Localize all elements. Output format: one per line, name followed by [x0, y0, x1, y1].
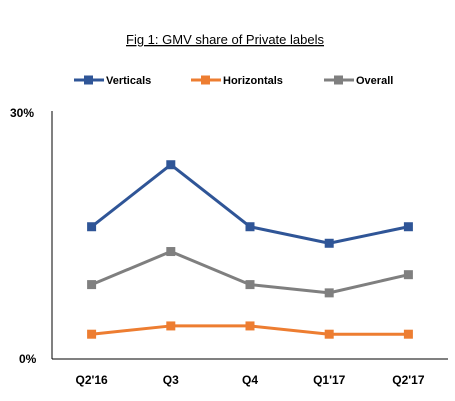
data-point-overall-q1-17 — [324, 288, 334, 298]
legend-item-verticals: Verticals — [74, 75, 151, 87]
series-verticals — [87, 160, 413, 248]
x-tick-label-q3: Q3 — [163, 373, 179, 387]
series-line-verticals — [90, 163, 409, 245]
data-point-horizontals-q2-17 — [403, 329, 413, 339]
data-point-overall-q3 — [166, 247, 176, 257]
data-point-horizontals-q4 — [245, 321, 255, 331]
legend-item-horizontals: Horizontals — [191, 75, 283, 87]
x-tick-label-q4: Q4 — [242, 373, 258, 387]
legend-label-overall: Overall — [356, 75, 393, 87]
legend-label-verticals: Verticals — [106, 75, 151, 87]
data-point-verticals-q4 — [245, 222, 255, 232]
x-tick-label-q1-17: Q1'17 — [313, 373, 346, 387]
data-point-verticals-q3 — [166, 160, 176, 170]
data-point-verticals-q1-17 — [324, 238, 334, 248]
data-point-overall-q2-17 — [403, 270, 413, 280]
x-tick-label-q2-16: Q2'16 — [75, 373, 108, 387]
data-point-horizontals-q3 — [166, 321, 176, 331]
data-point-horizontals-q2-16 — [87, 329, 97, 339]
series-overall — [87, 247, 413, 298]
data-point-overall-q2-16 — [87, 280, 97, 290]
legend: Verticals Horizontals Overall — [74, 75, 393, 87]
data-point-verticals-q2-16 — [87, 222, 97, 232]
legend-item-overall: Overall — [324, 75, 393, 87]
chart-title: Fig 1: GMV share of Private labels — [126, 32, 324, 47]
series-horizontals — [87, 321, 413, 339]
series-layer — [87, 160, 413, 339]
y-tick-label-top: 30% — [10, 106, 34, 120]
legend-marker-verticals — [84, 75, 93, 85]
legend-marker-overall — [334, 75, 343, 85]
x-tick-label-q2-17: Q2'17 — [392, 373, 425, 387]
data-point-overall-q4 — [245, 280, 255, 290]
legend-label-horizontals: Horizontals — [223, 75, 283, 87]
legend-marker-horizontals — [201, 75, 210, 85]
data-point-verticals-q2-17 — [403, 222, 413, 232]
x-tick-labels: Q2'16 Q3 Q4 Q1'17 Q2'17 — [75, 373, 424, 387]
data-point-horizontals-q1-17 — [324, 329, 334, 339]
y-tick-label-bottom: 0% — [19, 352, 37, 366]
